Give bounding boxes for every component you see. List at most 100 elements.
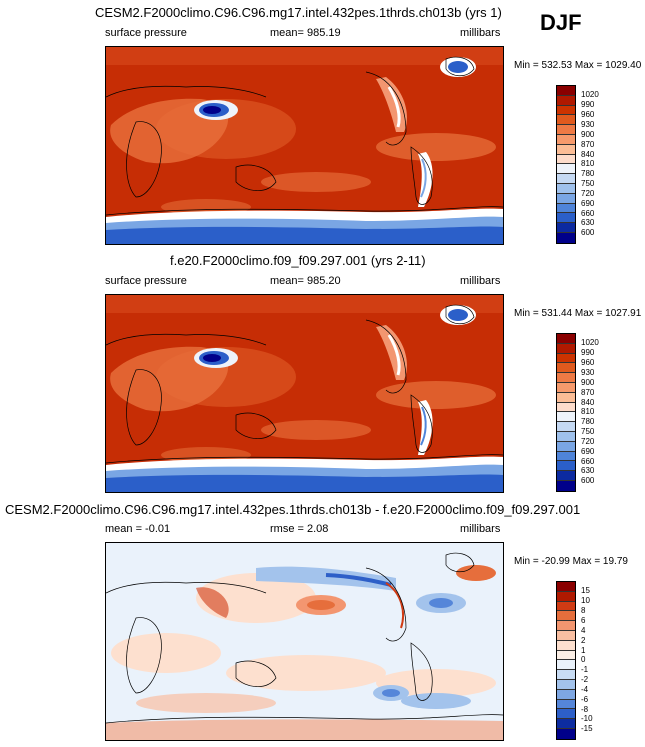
panel1-colorbar-swatch — [557, 193, 575, 204]
panel1-colorbar-swatch — [557, 154, 575, 165]
panel3-colorbar-label: 10 — [581, 596, 590, 605]
season-label: DJF — [540, 10, 582, 35]
panel1-colorbar-swatch — [557, 115, 575, 126]
panel2-variable: surface pressure — [105, 275, 187, 287]
panel2-colorbar-swatch — [557, 363, 575, 374]
panel3-colorbar-swatch — [557, 689, 575, 700]
panel2-colorbar-swatch — [557, 422, 575, 432]
panel3-colorbar-label: 2 — [581, 636, 586, 645]
panel3-colorbar-label: -4 — [581, 685, 589, 694]
panel2-colorbar-label: 930 — [581, 368, 595, 377]
panel3-colorbar-swatch — [557, 601, 575, 612]
panel1-variable: surface pressure — [105, 27, 187, 39]
panel2-colorbar-swatch — [557, 402, 575, 413]
panel2-colorbar-swatch — [557, 441, 575, 452]
panel3-colorbar-swatch — [557, 650, 575, 661]
panel2-map — [105, 294, 504, 493]
panel3-colorbar-swatch — [557, 591, 575, 602]
panel1-title: CESM2.F2000climo.C96.C96.mg17.intel.432p… — [95, 5, 502, 20]
panel2-colorbar-label: 870 — [581, 388, 595, 397]
panel2-colorbar-label: 660 — [581, 457, 595, 466]
panel3-map — [105, 542, 504, 741]
panel2-colorbar-label: 690 — [581, 447, 595, 456]
panel3-colorbar-swatch — [557, 582, 575, 592]
panel1-colorbar — [556, 85, 576, 244]
panel1-colorbar-label: 660 — [581, 209, 595, 218]
panel3-colorbar-label: 6 — [581, 616, 586, 625]
panel3-title: CESM2.F2000climo.C96.C96.mg17.intel.432p… — [5, 502, 581, 517]
panel3-colorbar-label: -10 — [581, 714, 593, 723]
panel2-colorbar-label: 1020 — [581, 338, 599, 347]
panel3-colorbar-swatch — [557, 660, 575, 671]
panel2-colorbar-label: 750 — [581, 427, 595, 436]
panel3-units: millibars — [460, 523, 501, 535]
panel2-colorbar-label: 780 — [581, 417, 595, 426]
panel3-colorbar-swatch — [557, 640, 575, 651]
panel3-colorbar-swatch — [557, 679, 575, 690]
panel3-colorbar-label: 8 — [581, 606, 586, 615]
panel2-colorbar-label: 720 — [581, 437, 595, 446]
panel3-colorbar-label: -8 — [581, 705, 589, 714]
panel3-colorbar-swatch — [557, 709, 575, 720]
panel3-colorbar-swatch — [557, 728, 575, 739]
panel1-mean: mean= 985.19 — [270, 27, 341, 39]
panel1-map-svg — [106, 47, 503, 244]
panel1-colorbar-label: 1020 — [581, 90, 599, 99]
panel3-rmse: rmse = 2.08 — [270, 523, 329, 535]
panel3-colorbar-swatch — [557, 611, 575, 622]
panel1-colorbar-swatch — [557, 213, 575, 224]
panel2-colorbar-swatch — [557, 382, 575, 393]
panel1-colorbar-swatch — [557, 125, 575, 135]
panel3-colorbar-label: -1 — [581, 665, 589, 674]
panel1-colorbar-swatch — [557, 164, 575, 175]
panel3-colorbar-swatch — [557, 630, 575, 641]
panel1-colorbar-swatch — [557, 134, 575, 145]
panel3-colorbar-label: -15 — [581, 724, 593, 733]
panel1-colorbar-label: 720 — [581, 189, 595, 198]
panel3-colorbar-swatch — [557, 670, 575, 680]
panel1-map — [105, 46, 504, 245]
panel1-colorbar-label: 930 — [581, 120, 595, 129]
panel2-units: millibars — [460, 275, 501, 287]
panel2-colorbar-label: 840 — [581, 398, 595, 407]
panel1-colorbar-swatch — [557, 183, 575, 194]
panel1-colorbar-swatch — [557, 105, 575, 116]
panel2-colorbar-label: 990 — [581, 348, 595, 357]
panel2-map-svg — [106, 295, 503, 492]
panel1-colorbar-swatch — [557, 95, 575, 106]
panel2-colorbar-swatch — [557, 392, 575, 403]
panel1-colorbar-swatch — [557, 232, 575, 243]
panel1-colorbar-label: 900 — [581, 130, 595, 139]
panel2-colorbar-swatch — [557, 451, 575, 462]
panel2-mean: mean= 985.20 — [270, 275, 341, 287]
panel1-colorbar-label: 840 — [581, 150, 595, 159]
panel1-colorbar-label: 870 — [581, 140, 595, 149]
panel3-colorbar-label: -6 — [581, 695, 589, 704]
panel2-colorbar-swatch — [557, 431, 575, 442]
panel2-colorbar-swatch — [557, 334, 575, 344]
panel3-colorbar-swatch — [557, 621, 575, 631]
panel2-title: f.e20.F2000climo.f09_f09.297.001 (yrs 2-… — [170, 253, 426, 268]
panel1-colorbar-swatch — [557, 174, 575, 184]
panel3-colorbar-swatch — [557, 719, 575, 729]
panel1-colorbar-label: 690 — [581, 199, 595, 208]
panel2-colorbar-swatch — [557, 461, 575, 472]
panel2-minmax: Min = 531.44 Max = 1027.91 — [514, 308, 642, 319]
panel2-colorbar-label: 630 — [581, 466, 595, 475]
panel1-minmax: Min = 532.53 Max = 1029.40 — [514, 60, 642, 71]
panel2-colorbar-label: 960 — [581, 358, 595, 367]
panel1-colorbar-label: 990 — [581, 100, 595, 109]
panel2-colorbar-swatch — [557, 343, 575, 354]
panel3-colorbar-label: 0 — [581, 655, 586, 664]
panel1-colorbar-swatch — [557, 203, 575, 214]
panel1-colorbar-swatch — [557, 144, 575, 155]
panel3-colorbar-label: 1 — [581, 646, 586, 655]
panel1-colorbar-swatch — [557, 86, 575, 96]
panel2-colorbar-swatch — [557, 373, 575, 383]
panel2-colorbar-label: 600 — [581, 476, 595, 485]
panel1-units: millibars — [460, 27, 501, 39]
panel2-colorbar-swatch — [557, 471, 575, 481]
panel3-map-svg — [106, 543, 503, 740]
panel3-minmax: Min = -20.99 Max = 19.79 — [514, 556, 628, 567]
panel2-colorbar-swatch — [557, 480, 575, 491]
